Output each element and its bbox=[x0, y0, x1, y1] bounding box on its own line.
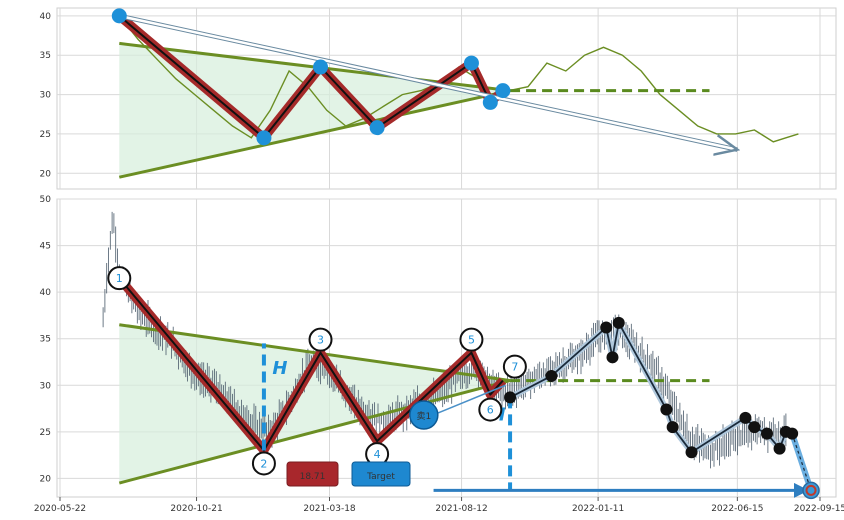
breakout-dot bbox=[504, 391, 517, 404]
top-pivot-dot bbox=[369, 120, 385, 136]
pivot-marker bbox=[107, 266, 132, 291]
pivot-label: 1 bbox=[116, 272, 123, 285]
x-tick-label: 2020-10-21 bbox=[170, 504, 222, 514]
x-tick-label: 2021-03-18 bbox=[303, 504, 356, 514]
top-pivot-dot bbox=[463, 55, 479, 71]
pivot-marker bbox=[502, 354, 527, 379]
pivot-label: 2 bbox=[260, 457, 267, 470]
sell-arrow bbox=[437, 384, 506, 414]
top-pivot-dot bbox=[482, 94, 498, 110]
x-tick-label: 2021-08-12 bbox=[435, 504, 487, 514]
future-pivot-dot bbox=[773, 442, 786, 455]
pivot-label: 3 bbox=[317, 334, 324, 347]
target-end-marker bbox=[802, 481, 820, 500]
future-pivot-dot bbox=[606, 351, 619, 364]
target-end-ring bbox=[805, 484, 817, 496]
future-pivot-dot bbox=[760, 427, 773, 440]
future-pivot-dot bbox=[660, 403, 673, 416]
pivot-marker bbox=[251, 451, 276, 476]
bottom-y-tick-label: 45 bbox=[40, 242, 51, 252]
x-tick-label: 2022-06-15 bbox=[711, 504, 763, 514]
target-label: Target bbox=[366, 472, 395, 482]
top-pivot-dot bbox=[111, 8, 127, 24]
bottom-y-tick-label: 50 bbox=[40, 195, 52, 205]
bottom-y-tick-label: 20 bbox=[40, 474, 52, 484]
future-pivot-dot bbox=[545, 369, 558, 382]
pivot-marker bbox=[459, 327, 484, 352]
future-pivot-dot bbox=[748, 421, 761, 434]
target-value-box bbox=[286, 461, 339, 487]
pivot-label: 5 bbox=[468, 334, 475, 347]
top-y-tick-label: 25 bbox=[40, 130, 51, 140]
bottom-y-tick-label: 25 bbox=[40, 428, 51, 438]
future-pivot-dot bbox=[786, 427, 799, 440]
bottom-upper-trendline bbox=[119, 323, 511, 383]
pivot-marker bbox=[478, 397, 503, 422]
future-pivot-dot bbox=[685, 446, 698, 459]
height-label-1: H bbox=[272, 358, 287, 379]
top-y-tick-label: 35 bbox=[40, 51, 51, 61]
target-path-line bbox=[791, 433, 812, 491]
top-pivot-dot bbox=[495, 83, 511, 99]
pivot-marker bbox=[308, 327, 333, 352]
pivot-label: 7 bbox=[511, 361, 518, 374]
bottom-y-tick-label: 30 bbox=[40, 381, 52, 391]
top-triangle-fill bbox=[119, 43, 511, 178]
future-pivot-dot bbox=[739, 411, 752, 424]
x-tick-label: 2022-09-15 bbox=[794, 504, 844, 514]
pivot-label: 6 bbox=[487, 404, 494, 417]
top-y-tick-label: 20 bbox=[40, 169, 52, 179]
bottom-triangle-fill bbox=[119, 324, 511, 484]
sell-marker-label: 卖1 bbox=[416, 411, 431, 422]
x-tick-label: 2022-01-11 bbox=[572, 504, 624, 514]
projection-arrow bbox=[119, 14, 737, 150]
bottom-lower-trendline bbox=[118, 379, 511, 485]
bottom-y-tick-label: 35 bbox=[40, 335, 51, 345]
sell-marker bbox=[409, 400, 439, 430]
target-value-label: 18.71 bbox=[300, 472, 326, 482]
x-tick-label: 2020-05-22 bbox=[34, 504, 86, 514]
top-y-tick-label: 30 bbox=[40, 91, 52, 101]
future-pivot-dot bbox=[666, 421, 679, 434]
top-y-tick-label: 40 bbox=[40, 12, 52, 22]
target-label-box bbox=[351, 461, 411, 487]
future-pivot-dot bbox=[600, 321, 613, 334]
pivot-label: 4 bbox=[374, 448, 381, 461]
top-pivot-dot bbox=[256, 130, 272, 146]
top-lower-trendline bbox=[118, 89, 511, 179]
top-pivot-dot bbox=[313, 59, 329, 75]
future-pivot-dot bbox=[612, 316, 625, 329]
bottom-y-tick-label: 40 bbox=[40, 288, 52, 298]
